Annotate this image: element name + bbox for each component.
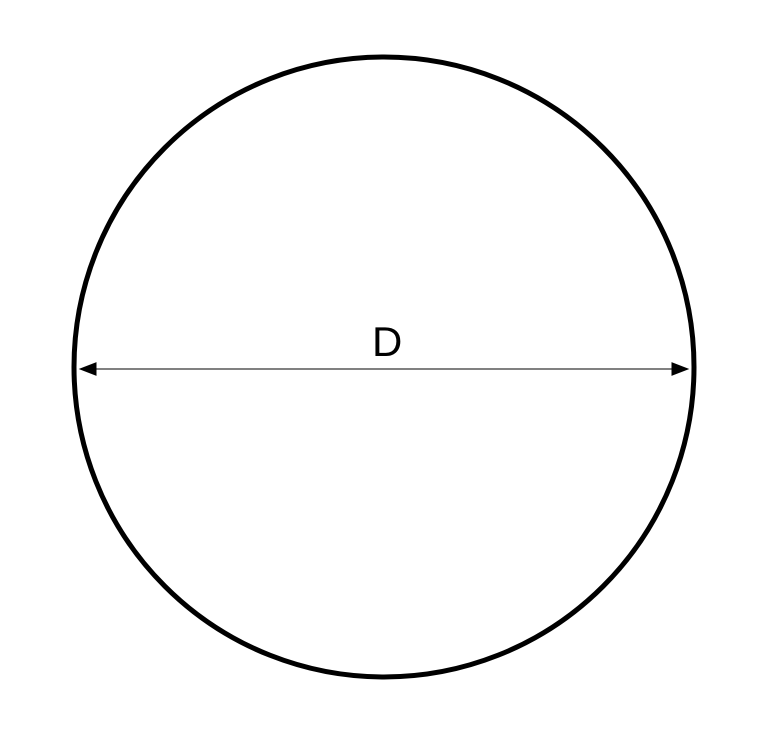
diagram-svg	[0, 0, 768, 734]
circle-diameter-diagram: D	[0, 0, 768, 734]
circle-shape	[74, 57, 694, 677]
diameter-label: D	[372, 318, 402, 366]
